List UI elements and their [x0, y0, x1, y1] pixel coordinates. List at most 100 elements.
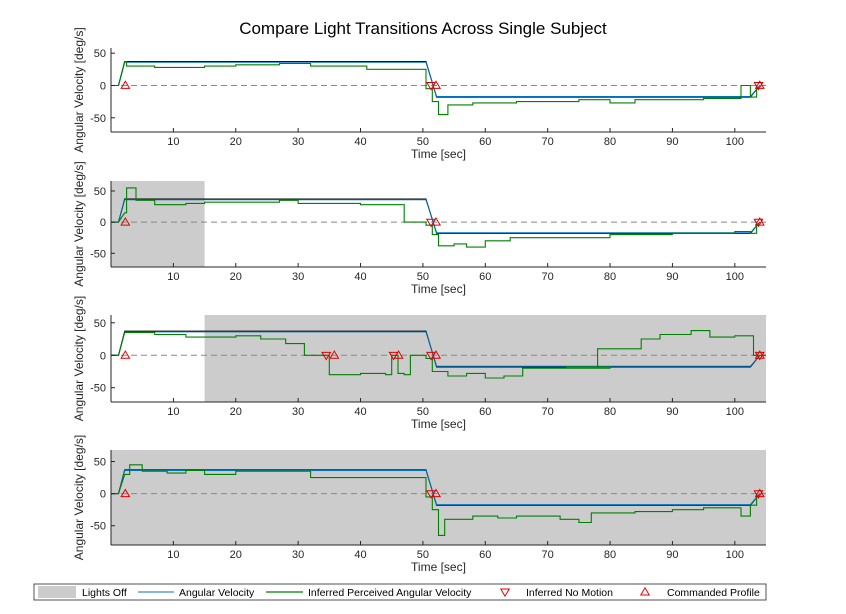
x-tick-label: 20: [230, 549, 242, 561]
x-tick-label: 70: [542, 406, 554, 418]
legend-angular-velocity-label: Angular Velocity: [179, 587, 255, 599]
x-tick-label: 80: [604, 549, 616, 561]
commanded-profile-marker: [430, 80, 442, 89]
y-tick-label: 0: [100, 80, 106, 92]
x-tick-label: 80: [604, 406, 616, 418]
angular-velocity-line: [111, 61, 761, 97]
x-tick-label: 20: [230, 271, 242, 283]
x-tick-label: 50: [417, 549, 429, 561]
x-tick-label: 10: [167, 271, 179, 283]
x-tick-label: 60: [479, 406, 491, 418]
commanded-profile-marker: [329, 350, 340, 359]
y-tick-label: 50: [94, 186, 106, 198]
commanded-profile-marker: [120, 488, 131, 498]
y-tick-label: 50: [94, 457, 106, 469]
perceived-velocity-line: [111, 187, 758, 248]
x-tick-label: 90: [666, 549, 678, 561]
x-tick-label: 60: [479, 136, 491, 148]
angular-velocity-line: [111, 199, 761, 234]
commanded-profile-marker: [393, 350, 404, 359]
legend-lights-off-label: Lights Off: [82, 587, 127, 599]
x-tick-label: 30: [292, 406, 304, 418]
commanded-profile-marker: [120, 350, 131, 359]
perceived-velocity-line: [111, 61, 758, 116]
lights-off-region: [111, 181, 205, 267]
x-axis-label: Time [sec]: [411, 417, 466, 431]
x-tick-label: 30: [292, 136, 304, 148]
legend-lights-off-swatch: [38, 586, 76, 598]
y-tick-label: -50: [90, 248, 106, 260]
x-axis-label: Time [sec]: [411, 147, 466, 161]
x-tick-label: 90: [666, 136, 678, 148]
x-tick-label: 90: [666, 406, 678, 418]
y-tick-label: 50: [94, 48, 106, 60]
y-axis-label: Angular Velocity [deg/s]: [72, 27, 86, 152]
y-tick-label: 50: [94, 318, 106, 330]
x-tick-label: 100: [726, 549, 744, 561]
x-tick-label: 10: [167, 549, 179, 561]
chart-title: Compare Light Transitions Across Single …: [239, 19, 607, 38]
x-tick-label: 50: [417, 271, 429, 283]
inferred-no-motion-marker: [321, 351, 332, 361]
x-tick-label: 30: [292, 549, 304, 561]
inferred-no-motion-marker: [754, 351, 765, 361]
y-tick-label: -50: [90, 521, 106, 533]
commanded-profile-marker: [120, 80, 131, 89]
legend-no-motion-label: Inferred No Motion: [526, 587, 613, 599]
x-tick-label: 10: [167, 406, 179, 418]
perceived-velocity-line: [111, 464, 758, 536]
x-tick-label: 40: [354, 271, 366, 283]
y-axis-label: Angular Velocity [deg/s]: [72, 161, 86, 286]
y-tick-label: 0: [100, 350, 106, 362]
x-tick-label: 90: [666, 271, 678, 283]
x-tick-label: 20: [230, 406, 242, 418]
legend-no-motion-swatch: [499, 588, 511, 598]
x-tick-label: 100: [726, 271, 744, 283]
commanded-profile-marker: [430, 350, 442, 359]
commanded-profile-marker: [430, 488, 442, 498]
y-tick-label: -50: [90, 383, 106, 395]
commanded-profile-marker: [754, 488, 765, 498]
legend: Lights Off Angular Velocity Inferred Perce…: [33, 583, 767, 601]
y-tick-label: -50: [90, 113, 106, 125]
x-tick-label: 30: [292, 271, 304, 283]
x-tick-label: 80: [604, 271, 616, 283]
legend-perceived-label: Inferred Perceived Angular Velocity: [308, 587, 472, 599]
x-tick-label: 100: [726, 136, 744, 148]
commanded-profile-marker: [754, 350, 765, 359]
x-tick-label: 70: [542, 271, 554, 283]
y-axis-label: Angular Velocity [deg/s]: [72, 296, 86, 421]
x-tick-label: 70: [542, 549, 554, 561]
commanded-profile-marker: [430, 216, 442, 226]
legend-commanded-label: Commanded Profile: [667, 587, 760, 599]
x-tick-label: 40: [354, 136, 366, 148]
x-tick-label: 50: [417, 406, 429, 418]
x-tick-label: 80: [604, 136, 616, 148]
x-tick-label: 10: [167, 136, 179, 148]
legend-box: [33, 583, 767, 601]
x-tick-label: 40: [354, 406, 366, 418]
x-axis-label: Time [sec]: [411, 282, 466, 296]
y-tick-label: 0: [100, 489, 106, 501]
perceived-velocity-line: [111, 330, 766, 379]
commanded-profile-marker: [120, 216, 131, 226]
x-tick-label: 60: [479, 271, 491, 283]
x-axis-label: Time [sec]: [411, 560, 466, 574]
x-tick-label: 100: [726, 406, 744, 418]
x-tick-label: 20: [230, 136, 242, 148]
x-tick-label: 70: [542, 136, 554, 148]
x-tick-label: 40: [354, 549, 366, 561]
legend-commanded-swatch: [639, 586, 651, 596]
commanded-profile-marker: [754, 80, 765, 89]
y-tick-label: 0: [100, 217, 106, 229]
x-tick-label: 60: [479, 549, 491, 561]
commanded-profile-marker: [754, 216, 765, 226]
x-tick-label: 50: [417, 136, 429, 148]
lights-off-region: [204, 315, 767, 402]
